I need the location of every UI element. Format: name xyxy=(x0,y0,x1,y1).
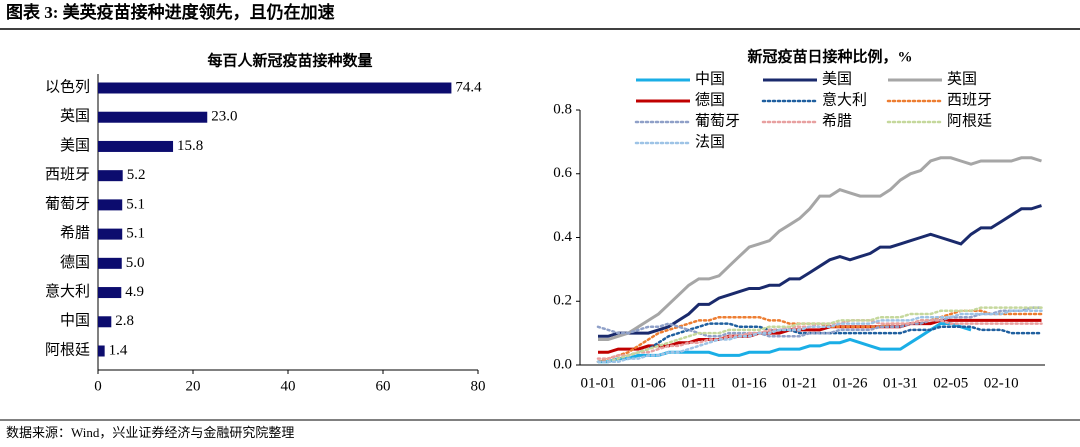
series-line xyxy=(596,306,1043,338)
x-tick-label: 80 xyxy=(471,378,486,394)
legend-label: 中国 xyxy=(695,70,725,87)
bar xyxy=(98,228,123,240)
y-tick-label: 0.6 xyxy=(553,165,572,181)
bar xyxy=(98,345,105,357)
legend-label: 意大利 xyxy=(822,90,867,108)
bar xyxy=(98,257,122,269)
legend-label: 阿根廷 xyxy=(947,112,992,129)
value-label: 2.8 xyxy=(115,313,134,329)
value-label: 5.0 xyxy=(126,255,145,271)
series-line xyxy=(596,309,1043,364)
x-tick-label: 01-11 xyxy=(682,375,716,391)
x-tick-label: 01-01 xyxy=(581,375,616,391)
bar xyxy=(98,316,112,328)
value-label: 5.1 xyxy=(126,226,145,242)
x-tick-label: 01-21 xyxy=(782,375,817,391)
legend-label: 德国 xyxy=(695,90,725,108)
y-tick-label: 阿根廷 xyxy=(45,341,90,358)
y-tick-label: 0.4 xyxy=(553,229,572,245)
source: 数据来源：Wind，兴业证券经济与金融研究院整理 xyxy=(6,425,294,440)
legend-label: 葡萄牙 xyxy=(695,112,740,129)
y-tick-label: 0.2 xyxy=(553,293,572,309)
bar xyxy=(98,170,123,182)
legend-label: 西班牙 xyxy=(947,91,992,108)
bar xyxy=(98,287,122,299)
y-tick-label: 美国 xyxy=(60,137,90,154)
series-line xyxy=(598,322,972,364)
y-tick-label: 葡萄牙 xyxy=(45,195,90,212)
series-line xyxy=(598,156,1042,341)
y-tick-label: 意大利 xyxy=(45,282,90,300)
bar xyxy=(98,111,208,123)
x-tick-label: 20 xyxy=(186,378,201,394)
y-tick-label: 德国 xyxy=(60,253,90,271)
x-tick-label: 02-05 xyxy=(933,375,968,391)
value-label: 74.4 xyxy=(455,79,482,95)
x-tick-label: 40 xyxy=(281,378,296,394)
value-label: 5.2 xyxy=(127,167,146,183)
x-tick-label: 01-31 xyxy=(883,375,918,391)
bar xyxy=(98,82,452,94)
value-label: 1.4 xyxy=(109,342,128,358)
value-label: 15.8 xyxy=(177,138,203,154)
y-tick-label: 英国 xyxy=(60,107,90,125)
x-tick-label: 01-06 xyxy=(631,375,666,391)
y-tick-label: 西班牙 xyxy=(45,166,90,183)
bar xyxy=(98,199,123,211)
legend-label: 英国 xyxy=(947,69,977,87)
value-label: 4.9 xyxy=(125,284,144,300)
value-label: 5.1 xyxy=(126,196,145,212)
x-tick-label: 0 xyxy=(94,378,102,394)
y-tick-label: 0.0 xyxy=(553,356,572,372)
page-title: 图表 3: 美英疫苗接种进度领先，且仍在加速 xyxy=(6,2,335,22)
value-label: 23.0 xyxy=(211,109,237,125)
chart-title: 每百人新冠疫苗接种数量 xyxy=(207,51,372,69)
x-tick-label: 02-10 xyxy=(984,375,1019,391)
series-line xyxy=(596,306,1043,364)
y-tick-label: 中国 xyxy=(60,312,90,329)
y-tick-label: 希腊 xyxy=(60,225,90,242)
legend-label: 希腊 xyxy=(822,112,852,129)
y-tick-label: 以色列 xyxy=(45,78,90,95)
bar xyxy=(98,140,174,152)
x-tick-label: 01-26 xyxy=(833,375,868,391)
x-tick-label: 01-16 xyxy=(732,375,767,391)
x-tick-label: 60 xyxy=(376,378,391,394)
legend-label: 法国 xyxy=(695,133,725,150)
chart-title: 新冠疫苗日接种比例，% xyxy=(747,47,912,65)
legend-label: 美国 xyxy=(822,70,852,87)
y-tick-label: 0.8 xyxy=(553,101,572,117)
